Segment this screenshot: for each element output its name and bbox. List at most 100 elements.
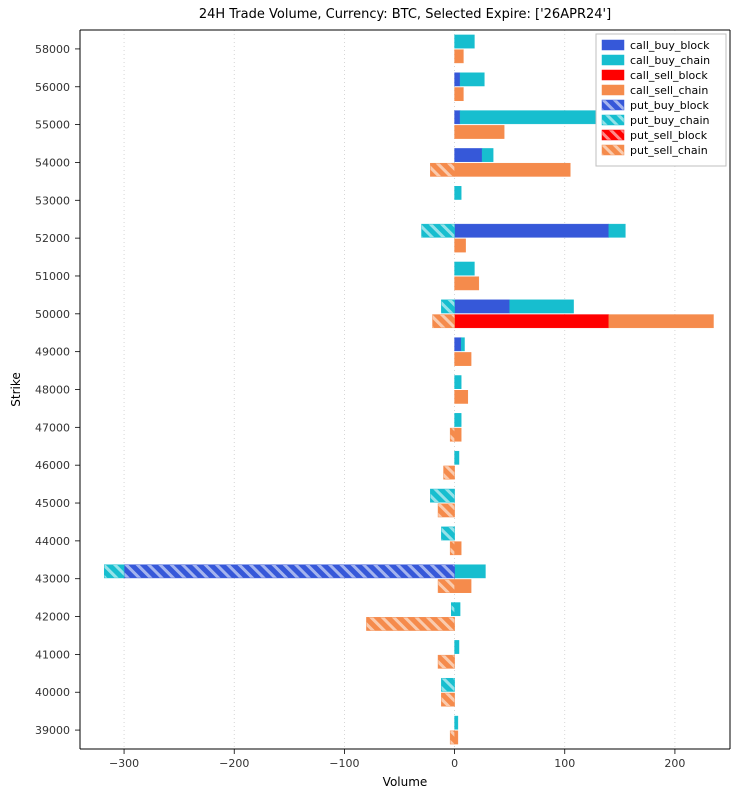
y-tick-label: 45000 [35,497,70,510]
bar-put_sell_chain [441,693,454,706]
bar-call_buy_chain [609,224,626,237]
legend-label: put_buy_chain [630,114,710,127]
legend-label: call_buy_chain [630,54,710,67]
y-tick-label: 53000 [35,194,70,207]
y-tick-label: 54000 [35,156,70,169]
bar-call_buy_block [455,338,462,351]
bar-call_sell_chain [609,315,714,328]
bar-call_buy_chain [455,640,459,653]
y-tick-label: 44000 [35,535,70,548]
legend-swatch [602,145,624,155]
bar-call_buy_chain [455,35,475,48]
bar-put_buy_chain [441,300,454,313]
x-tick-label: 200 [664,757,685,770]
bar-call_sell_block [455,315,609,328]
bar-call_buy_chain [455,186,462,199]
x-tick-label: −200 [219,757,249,770]
y-tick-label: 40000 [35,686,70,699]
bar-put_sell_chain [430,163,454,176]
y-tick-label: 58000 [35,43,70,56]
legend-label: call_buy_block [630,39,710,52]
bar-call_sell_chain [455,88,464,101]
bar-call_buy_block [455,111,461,124]
legend-label: put_sell_chain [630,144,708,157]
bar-call_sell_chain [455,579,472,592]
y-tick-label: 50000 [35,308,70,321]
bar-call_buy_chain [461,338,464,351]
y-tick-label: 43000 [35,573,70,586]
bar-call_buy_chain [460,111,601,124]
y-tick-label: 41000 [35,648,70,661]
x-tick-label: −100 [329,757,359,770]
bar-call_sell_chain [455,731,458,744]
bar-call_sell_chain [455,390,468,403]
y-tick-label: 52000 [35,232,70,245]
bar-call_buy_block [455,73,461,86]
x-tick-label: −300 [109,757,139,770]
bar-call_buy_block [455,148,483,161]
y-tick-label: 51000 [35,270,70,283]
bar-call_buy_chain [510,300,574,313]
bar-call_buy_chain [460,73,484,86]
legend-swatch [602,55,624,65]
x-axis-label: Volume [383,775,428,789]
y-tick-label: 55000 [35,119,70,132]
bar-call_buy_chain [455,716,458,729]
bar-put_sell_chain [438,655,455,668]
y-tick-label: 56000 [35,81,70,94]
bar-call_sell_chain [455,352,472,365]
y-tick-label: 39000 [35,724,70,737]
bar-call_buy_chain [455,262,475,275]
bar-call_buy_chain [455,603,461,616]
bar-put_buy_chain [441,527,454,540]
bar-call_buy_block [455,300,510,313]
bar-put_sell_chain [433,315,455,328]
bar-put_sell_chain [450,428,454,441]
bar-call_sell_chain [455,542,462,555]
bar-put_sell_chain [438,579,455,592]
legend-label: put_sell_block [630,129,708,142]
bar-put_sell_chain [438,504,455,517]
legend-swatch [602,130,624,140]
y-tick-label: 42000 [35,611,70,624]
bar-put_sell_chain [450,542,454,555]
bar-call_sell_chain [455,428,462,441]
bar-call_buy_chain [455,375,462,388]
plot-area: −300 −200 −100 0 100 200 58000 56000 55000 54000 5… [35,30,730,770]
bar-put_buy_chain [451,603,454,616]
legend-swatch [602,85,624,95]
x-tick-label: 0 [451,757,458,770]
chart-title: 24H Trade Volume, Currency: BTC, Selecte… [199,7,611,22]
legend-swatch [602,70,624,80]
y-tick-label: 49000 [35,346,70,359]
legend-label: put_buy_block [630,99,710,112]
bar-call_sell_chain [455,277,479,290]
bar-call_buy_chain [455,451,459,464]
bar-put_sell_chain [444,466,455,479]
x-tick-label: 100 [554,757,575,770]
y-tick-label: 46000 [35,459,70,472]
bar-call_sell_chain [455,125,505,138]
legend-label: call_sell_block [630,69,708,82]
bar-call_sell_chain [455,163,571,176]
bar-put_buy_chain [422,224,455,237]
bar-put_sell_chain [366,617,454,630]
legend-swatch [602,115,624,125]
y-tick-label: 48000 [35,384,70,397]
y-axis-label: Strike [9,372,23,407]
bar-put_buy_chain [430,489,454,502]
y-tick-label: 47000 [35,421,70,434]
bar-put_buy_chain [441,678,454,691]
legend-swatch [602,100,624,110]
bar-call_sell_chain [455,50,464,63]
legend: call_buy_block call_buy_chain call_sell_bl… [596,34,726,166]
legend-label: call_sell_chain [630,84,708,97]
bar-call_buy_block [455,224,609,237]
bar-put_buy_chain [104,565,124,578]
bar-call_sell_chain [455,239,466,252]
bar-call_buy_chain [482,148,493,161]
bar-put_sell_chain [450,731,454,744]
legend-swatch [602,40,624,50]
bar-call_buy_chain [455,413,462,426]
bar-call_buy_chain [455,565,486,578]
